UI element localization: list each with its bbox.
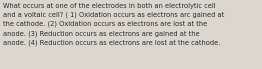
Text: What occurs at one of the electrodes in both an electrolytic cell
and a voltaic : What occurs at one of the electrodes in …	[3, 3, 224, 46]
